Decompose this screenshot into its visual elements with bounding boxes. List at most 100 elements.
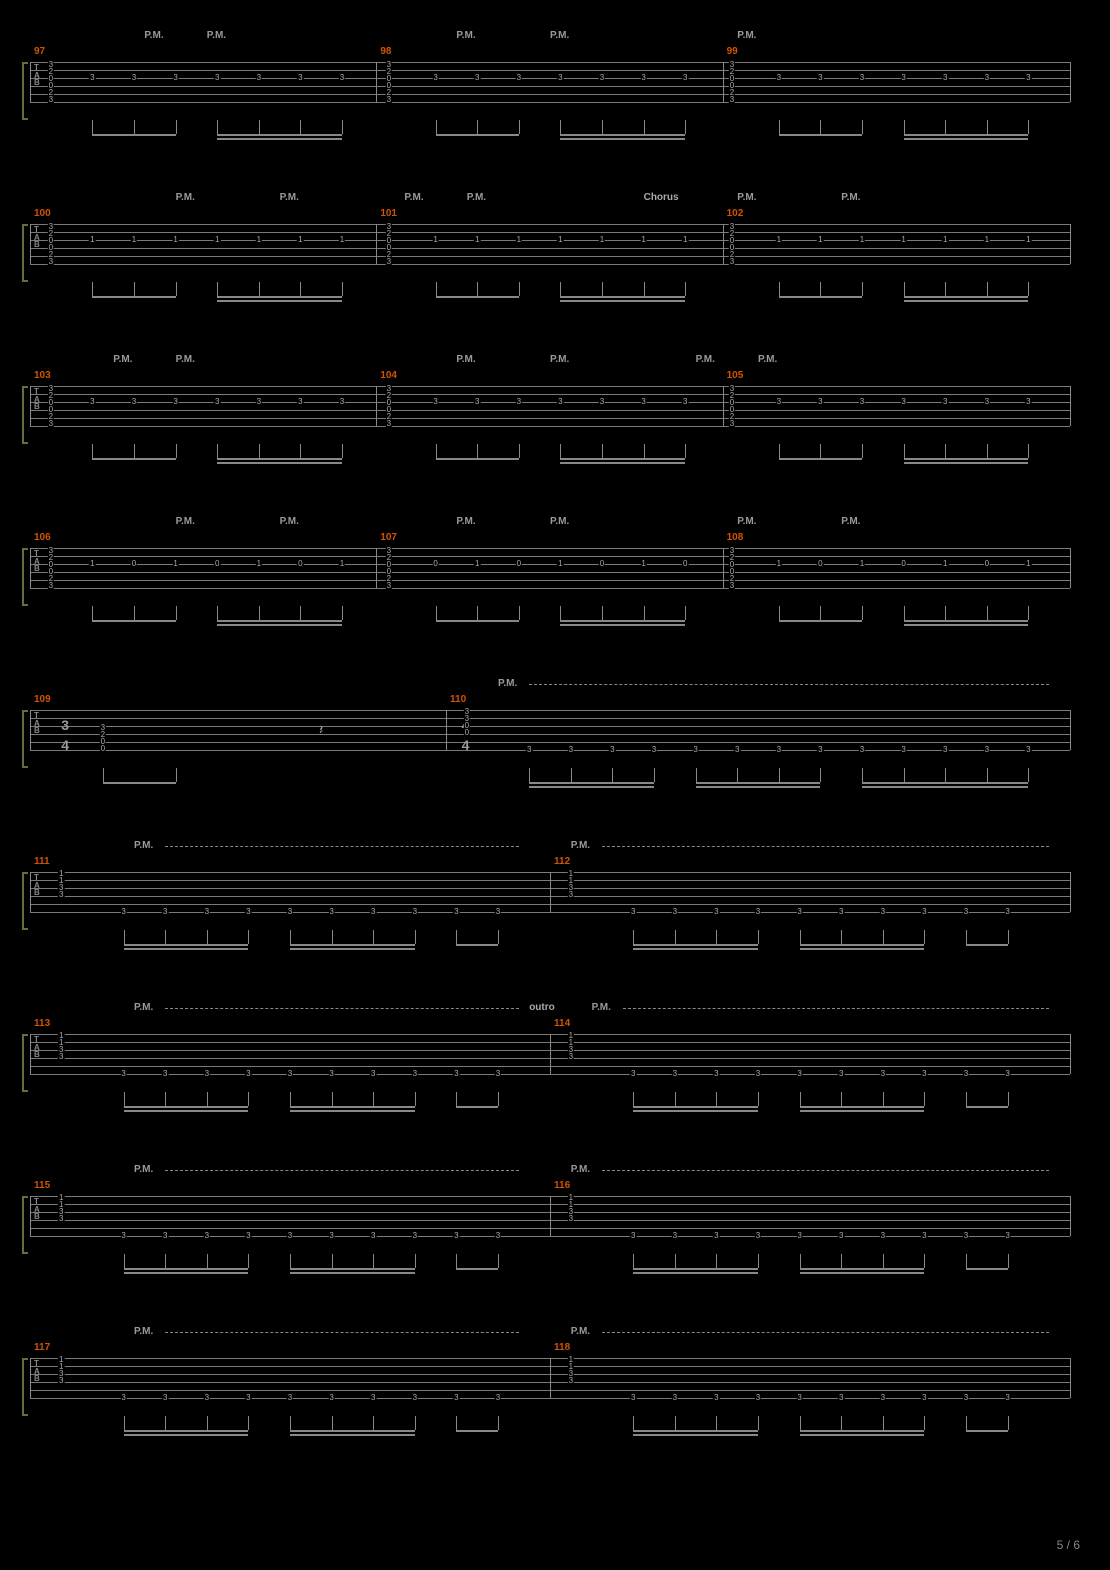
note-beam [560,138,685,140]
bar-number: 103 [34,370,51,381]
note-beam [904,458,1029,460]
note-beam [124,1272,249,1274]
note-stem [716,1416,717,1430]
barline [30,224,31,264]
string-line [30,264,1070,265]
staff-bracket [22,224,28,282]
note-stem [945,606,946,620]
note-beam [904,138,1029,140]
note-stem [1028,282,1029,296]
tab-note: 1 [1025,236,1031,244]
bar-number: 113 [34,1018,50,1029]
tab-note: 1 [89,560,95,568]
tab-note: 1 [516,236,522,244]
staff-container: TAB9798993200233200233200233333333333333… [30,62,1080,120]
string-line [30,426,1070,427]
palm-mute-dash [165,1332,519,1333]
tab-note: 3 [245,1070,251,1078]
note-stem [498,930,499,944]
note-stem [300,606,301,620]
tab-chord: 320023 [48,223,54,265]
tab-chord: 3300 [464,708,470,736]
note-stem [904,444,905,458]
palm-mute-label: P.M. [571,1164,590,1175]
tab-note: 3 [474,398,480,406]
note-stem [800,930,801,944]
string-line [30,86,1070,87]
tab-system: P.M.P.M.P.M.P.M.P.M.P.M.TAB1031041053200… [30,354,1080,468]
stems-row [30,1254,1070,1278]
tab-chord: 1133 [58,870,64,898]
note-stem [644,444,645,458]
palm-mute-label: P.M. [404,192,423,203]
tab-note: 1 [682,236,688,244]
palm-mute-label: P.M. [550,30,569,41]
string-line [30,224,1070,225]
tab-note: 0 [131,560,137,568]
note-beam [92,620,175,622]
note-stem [259,120,260,134]
barline [1070,224,1071,264]
note-beam [800,948,925,950]
note-stem [342,606,343,620]
tab-system: P.M.P.M.P.M.P.M.ChorusP.M.P.M.TAB1001011… [30,192,1080,306]
note-stem [332,1254,333,1268]
barline [376,548,377,588]
note-beam [436,458,519,460]
note-stem [477,444,478,458]
note-stem [716,1092,717,1106]
string-line [30,1074,1070,1075]
palm-mute-label: P.M. [571,840,590,851]
note-beam [124,1268,249,1270]
tab-note: 1 [640,236,646,244]
string-line [30,742,1070,743]
palm-mute-label: P.M. [592,1002,611,1013]
tab-note: 3 [339,74,345,82]
stems-row [30,120,1070,144]
note-stem [519,282,520,296]
tab-note: 1 [640,560,646,568]
note-stem [924,1254,925,1268]
note-stem [758,1416,759,1430]
tab-note: 3 [640,74,646,82]
note-beam [529,786,654,788]
note-beam [217,300,342,302]
tab-note: 3 [609,746,615,754]
note-beam [633,1106,758,1108]
note-beam [633,1434,758,1436]
tab-chord: 1133 [58,1356,64,1384]
tab-note: 3 [880,908,886,916]
barline [30,872,31,912]
note-beam [633,1110,758,1112]
tab-note: 3 [942,398,948,406]
tab-note: 3 [963,1394,969,1402]
note-stem [602,120,603,134]
tab-system: P.M.outroP.M.TAB113114113311333333333333… [30,1002,1080,1116]
palm-mute-label: P.M. [758,354,777,365]
note-stem [862,768,863,782]
note-stem [779,606,780,620]
tab-chord: 1133 [568,870,574,898]
tab-note: 3 [640,398,646,406]
barline [30,1196,31,1236]
tab-note: 3 [1025,746,1031,754]
note-stem [560,282,561,296]
note-stem [644,120,645,134]
barline [1070,1196,1071,1236]
bar-number: 112 [554,856,570,867]
note-beam [800,1110,925,1112]
note-stem [966,1092,967,1106]
note-stem [456,930,457,944]
tab-note: 3 [214,398,220,406]
tab-note: 3 [432,398,438,406]
tab-clef: TAB [34,388,40,411]
tab-note: 3 [817,746,823,754]
barline [1070,1034,1071,1074]
note-stem [165,1254,166,1268]
tab-note: 3 [131,398,137,406]
bar-number: 118 [554,1342,570,1353]
note-stem [779,120,780,134]
note-beam [560,458,685,460]
note-stem [124,1254,125,1268]
tab-note: 0 [984,560,990,568]
